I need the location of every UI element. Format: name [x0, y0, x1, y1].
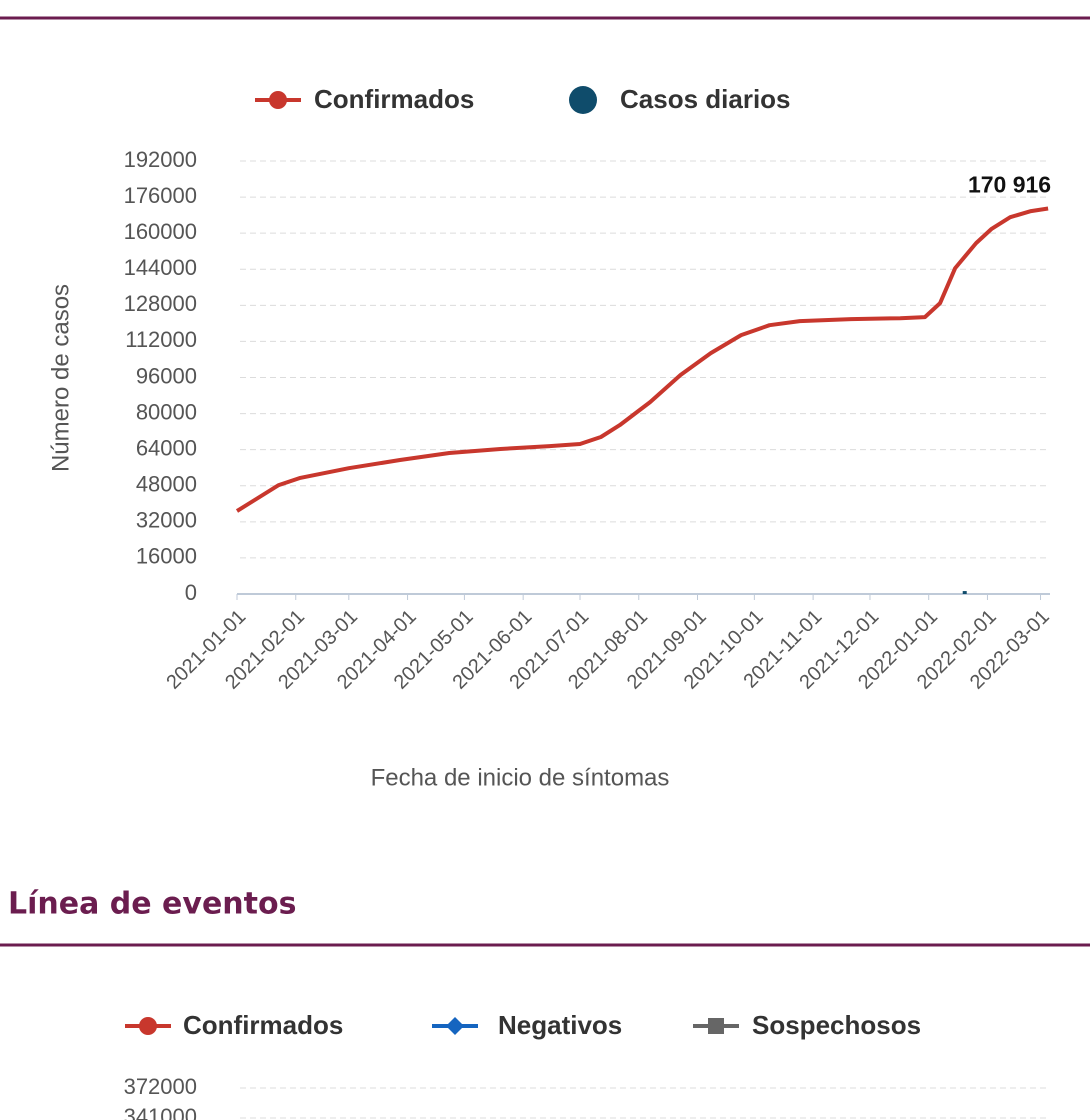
legend-label: Sospechosos — [752, 1010, 921, 1040]
y-tick-label: 160000 — [124, 219, 197, 244]
y-tick-label: 144000 — [124, 255, 197, 280]
y-tick-label: 112000 — [125, 327, 197, 352]
y-tick-label: 341000 — [124, 1104, 197, 1120]
legend-label: Casos diarios — [620, 84, 791, 114]
legend-label: Confirmados — [314, 84, 474, 114]
y-axis-title: Número de casos — [47, 284, 74, 472]
legend-marker — [569, 86, 597, 114]
data-label: 170 916 — [968, 172, 1051, 198]
y-tick-label: 32000 — [136, 508, 197, 533]
y-tick-label: 0 — [185, 580, 197, 605]
y-tick-label: 64000 — [136, 435, 197, 460]
line-series — [235, 206, 1049, 513]
legend-marker — [269, 91, 287, 109]
y-tick-label: 128000 — [124, 291, 197, 316]
y-tick-label: 96000 — [136, 363, 197, 388]
y-tick-label: 48000 — [136, 472, 197, 497]
y-tick-label: 176000 — [124, 183, 197, 208]
legend-marker — [708, 1018, 724, 1034]
legend-label: Negativos — [498, 1010, 622, 1040]
y-tick-label: 80000 — [136, 399, 197, 424]
section-heading: Línea de eventos — [8, 887, 296, 922]
legend-label: Confirmados — [183, 1010, 343, 1040]
legend-marker — [139, 1017, 157, 1035]
y-tick-label: 192000 — [124, 147, 197, 172]
legend-marker — [446, 1017, 464, 1035]
x-axis-title: Fecha de inicio de síntomas — [371, 764, 670, 791]
daily-bar — [962, 591, 967, 594]
y-tick-label: 16000 — [136, 544, 197, 569]
y-tick-label: 372000 — [124, 1074, 197, 1099]
